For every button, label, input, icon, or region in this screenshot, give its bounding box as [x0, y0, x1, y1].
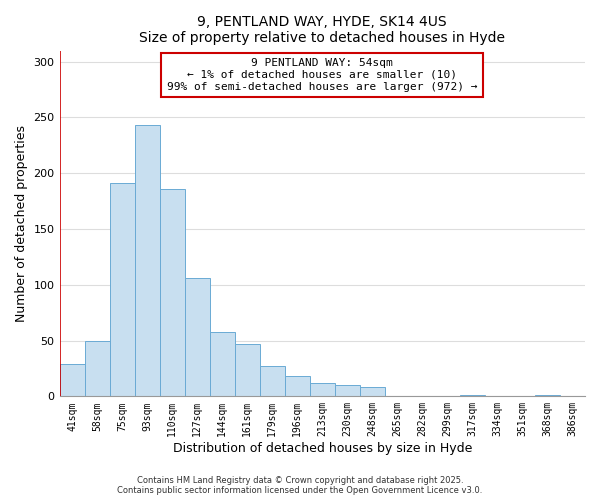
Text: 9 PENTLAND WAY: 54sqm
← 1% of detached houses are smaller (10)
99% of semi-detac: 9 PENTLAND WAY: 54sqm ← 1% of detached h…: [167, 58, 478, 92]
Bar: [209, 332, 235, 396]
Text: Contains HM Land Registry data © Crown copyright and database right 2025.
Contai: Contains HM Land Registry data © Crown c…: [118, 476, 482, 495]
Bar: [310, 383, 335, 396]
Bar: [285, 376, 310, 396]
X-axis label: Distribution of detached houses by size in Hyde: Distribution of detached houses by size …: [173, 442, 472, 455]
Bar: [335, 385, 360, 396]
Bar: [160, 189, 185, 396]
Bar: [59, 364, 85, 396]
Bar: [360, 388, 385, 396]
Bar: [185, 278, 209, 396]
Title: 9, PENTLAND WAY, HYDE, SK14 4US
Size of property relative to detached houses in : 9, PENTLAND WAY, HYDE, SK14 4US Size of …: [139, 15, 505, 45]
Bar: [85, 340, 110, 396]
Bar: [110, 184, 134, 396]
Bar: [134, 126, 160, 396]
Bar: [535, 395, 560, 396]
Bar: [260, 366, 285, 396]
Bar: [235, 344, 260, 397]
Y-axis label: Number of detached properties: Number of detached properties: [15, 125, 28, 322]
Bar: [460, 395, 485, 396]
